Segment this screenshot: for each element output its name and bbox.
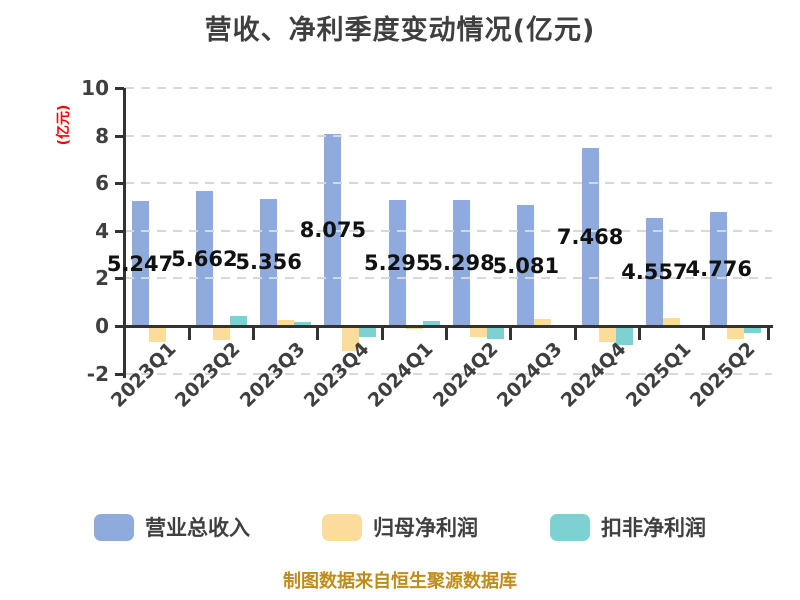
x-tick-9 <box>702 326 706 340</box>
y-tick--2 <box>115 372 124 376</box>
y-tick-label-8: 8 <box>95 123 109 148</box>
bar-series2-2024Q2 <box>487 327 505 339</box>
bar-series0-2023Q1 <box>131 201 149 326</box>
y-axis <box>123 88 126 378</box>
bar-value-label-2023Q3: 5.356 <box>235 250 302 275</box>
bar-series2-2024Q4 <box>615 327 633 346</box>
bar-series1-2023Q2 <box>212 327 230 341</box>
legend-item-net-profit: 归母净利润 <box>322 512 478 542</box>
bar-value-label-2025Q1: 4.557 <box>621 259 688 284</box>
bar-series2-2023Q4 <box>358 327 376 338</box>
y-tick-2 <box>115 277 124 281</box>
bar-series2-2023Q3 <box>294 321 312 326</box>
y-tick-4 <box>115 229 124 233</box>
legend-label-total-revenue: 营业总收入 <box>145 516 250 540</box>
data-source-note: 制图数据来自恒生聚源数据库 <box>283 571 517 592</box>
bar-value-label-2023Q2: 5.662 <box>171 246 238 271</box>
y-tick-label-0: 0 <box>95 314 109 338</box>
x-tick-2 <box>252 326 256 340</box>
y-tick-label-10: 10 <box>81 76 109 100</box>
x-tick-8 <box>637 326 641 340</box>
x-tick-3 <box>316 326 320 340</box>
bar-series0-2023Q2 <box>195 191 213 326</box>
chart-title: 营收、净利季度变动情况(亿元) <box>204 15 596 46</box>
legend-swatch-net-profit <box>322 513 362 541</box>
bar-series2-2024Q1 <box>422 320 440 326</box>
bar-series0-2024Q4 <box>581 148 599 326</box>
gridline-y4 <box>125 229 772 232</box>
bar-series1-2024Q4 <box>598 327 616 342</box>
x-axis <box>123 325 773 328</box>
legend-swatch-deducted-net-profit <box>550 513 590 541</box>
legend: 营业总收入 归母净利润 扣非净利润 <box>0 512 800 542</box>
legend-swatch-total-revenue <box>94 513 134 541</box>
legend-item-total-revenue: 营业总收入 <box>94 512 250 542</box>
y-tick-label-4: 4 <box>95 218 109 243</box>
bar-series1-2023Q1 <box>148 327 166 343</box>
bar-value-label-2024Q1: 5.295 <box>364 250 431 275</box>
bar-value-label-2023Q1: 5.247 <box>106 251 174 276</box>
gridline-y10 <box>125 87 772 89</box>
gridline-y2 <box>125 277 772 280</box>
legend-label-deducted-net-profit: 扣非净利润 <box>601 516 706 540</box>
bar-series0-2025Q1 <box>645 217 663 326</box>
y-tick-label-2: 2 <box>95 266 109 291</box>
y-tick-label-6: 6 <box>95 171 109 196</box>
bar-series2-2023Q2 <box>230 315 248 326</box>
bar-series0-2024Q3 <box>517 205 535 326</box>
x-tick-5 <box>445 326 448 340</box>
bar-value-label-2023Q4: 8.075 <box>299 217 367 242</box>
x-tick-6 <box>509 326 513 340</box>
bar-series1-2023Q3 <box>277 319 295 326</box>
gridline-y-2 <box>125 372 772 375</box>
gridline-y6 <box>125 182 772 185</box>
x-tick-1 <box>187 326 191 340</box>
y-tick-0 <box>115 325 124 328</box>
bar-series2-2025Q2 <box>744 327 762 333</box>
y-tick-8 <box>115 134 124 138</box>
bar-value-label-2024Q4: 7.468 <box>556 225 624 250</box>
x-tick-7 <box>573 326 577 340</box>
x-tick-10 <box>766 326 770 340</box>
y-tick-6 <box>115 182 124 186</box>
bar-series1-2024Q1 <box>405 327 423 330</box>
bar-value-label-2025Q2: 4.776 <box>685 257 752 282</box>
bar-series1-2024Q3 <box>534 318 552 326</box>
legend-item-deducted-net-profit: 扣非净利润 <box>550 512 706 542</box>
y-tick-10 <box>115 87 124 90</box>
bar-value-label-2024Q3: 5.081 <box>492 253 560 278</box>
legend-label-net-profit: 归母净利润 <box>373 516 478 540</box>
bar-series1-2023Q4 <box>341 327 359 351</box>
bar-series1-2024Q2 <box>470 327 488 337</box>
bar-value-label-2024Q2: 5.298 <box>428 250 495 275</box>
bar-series1-2025Q2 <box>727 327 745 339</box>
x-tick-4 <box>380 326 384 340</box>
y-tick-label--2: -2 <box>86 361 109 386</box>
bar-series1-2025Q1 <box>663 317 681 326</box>
bar-series0-2025Q2 <box>710 212 728 326</box>
gridline-y8 <box>125 134 772 137</box>
